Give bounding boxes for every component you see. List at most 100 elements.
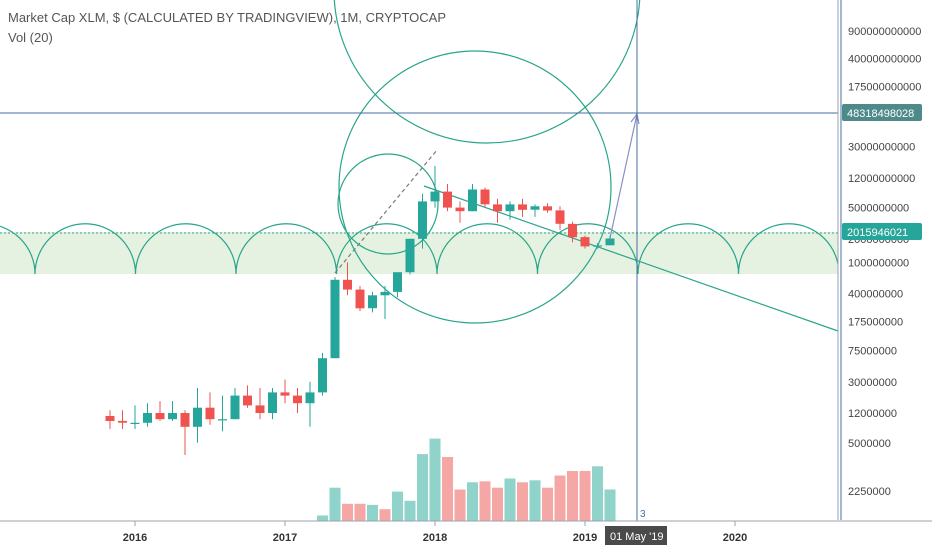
price-badge-upper-bg	[842, 104, 922, 121]
candle-body	[268, 392, 277, 413]
candle-body	[343, 279, 352, 290]
price-badge-lower-bg	[842, 223, 922, 240]
y-tick-label: 175000000000	[848, 82, 921, 94]
price-badge-lower-text: 2015946021	[847, 227, 908, 239]
y-tick-label: 400000000000	[848, 53, 921, 65]
volume-bars	[317, 438, 616, 521]
crosshair-index-label: 3	[640, 509, 646, 520]
volume-bar	[429, 438, 441, 521]
candle-body	[530, 206, 540, 210]
x-tick-label: 2018	[423, 532, 447, 544]
candle-body	[468, 189, 477, 212]
price-badge-upper: 48318498028	[842, 104, 922, 121]
crosshair-date-badge-bg	[605, 526, 667, 545]
candle-body	[330, 279, 340, 359]
candle-body	[368, 295, 377, 309]
volume-bar	[467, 482, 478, 521]
candle-body	[280, 392, 290, 396]
candle-body	[230, 395, 240, 420]
candle-body	[193, 407, 202, 427]
drawing-tools[interactable]	[333, 0, 839, 332]
candle-body	[168, 413, 177, 420]
candle-body	[593, 245, 602, 247]
volume-bar	[542, 487, 553, 521]
projection-arrow[interactable]	[609, 113, 638, 239]
volume-bar	[417, 454, 428, 521]
dashed-trend-line[interactable]	[334, 149, 438, 274]
time-axis[interactable]: 2016 2017 2018 2019 2020 01 May '19	[0, 520, 932, 545]
y-tick-label: 12000000000	[848, 173, 915, 185]
candle-body	[568, 223, 577, 238]
x-tick-label: 2016	[123, 532, 147, 544]
y-tick-label: 900000000000	[848, 26, 921, 38]
chart-legend: Market Cap XLM, $ (CALCULATED BY TRADING…	[8, 9, 446, 49]
candle-body	[380, 291, 390, 296]
volume-bar	[529, 480, 541, 521]
candle-body	[505, 204, 515, 212]
candlestick-series	[105, 165, 615, 455]
candle-body	[493, 204, 502, 212]
chart-legend-volume[interactable]: Vol (20)	[8, 30, 53, 45]
candle-body	[543, 206, 552, 211]
volume-bar	[567, 471, 578, 521]
candle-body	[480, 189, 490, 205]
x-tick-label: 2020	[723, 532, 747, 544]
y-tick-label: 175000000	[848, 317, 903, 329]
candle-body	[293, 395, 302, 404]
crosshair: 3	[0, 0, 842, 521]
price-axis[interactable]: 900000000000 400000000000 175000000000 7500…	[837, 0, 932, 520]
circle-medium[interactable]	[338, 50, 612, 324]
volume-bar	[517, 482, 528, 521]
y-tick-label: 12000000	[848, 408, 897, 420]
volume-bar	[367, 504, 378, 521]
candle-body	[605, 238, 615, 246]
candle-body	[143, 413, 152, 423]
volume-bar	[492, 487, 503, 521]
volume-bar	[329, 487, 341, 521]
volume-bar	[504, 478, 516, 521]
candle-body	[305, 392, 315, 404]
circle-large[interactable]	[333, 0, 641, 144]
price-badge-upper-text: 48318498028	[847, 108, 914, 120]
chart-legend-title[interactable]: Market Cap XLM, $ (CALCULATED BY TRADING…	[8, 10, 447, 25]
candle-body	[243, 395, 252, 406]
y-tick-label: 75000000	[848, 346, 897, 358]
volume-bar	[479, 481, 491, 521]
candle-body	[393, 272, 402, 292]
candle-body	[180, 413, 190, 427]
candle-body	[518, 204, 527, 210]
x-tick-label: 2019	[573, 532, 597, 544]
x-tick-label: 2017	[273, 532, 297, 544]
candle-body	[430, 191, 440, 202]
candle-body	[443, 191, 452, 208]
volume-bar	[592, 466, 603, 521]
candle-body	[555, 210, 565, 224]
volume-bar	[379, 509, 391, 521]
volume-bar	[454, 489, 466, 521]
volume-bar	[342, 503, 353, 521]
y-tick-label: 5000000	[848, 438, 891, 450]
price-axis-background	[838, 0, 932, 520]
candle-body	[580, 237, 590, 247]
volume-bar	[554, 475, 566, 521]
volume-bar	[317, 515, 328, 521]
candle-body	[205, 407, 215, 420]
candle-body	[105, 416, 115, 421]
arc-zone-band	[0, 223, 840, 275]
y-tick-label: 5000000000	[848, 203, 909, 215]
candle-body	[318, 358, 327, 393]
candle-body	[355, 289, 365, 309]
candle-body	[218, 419, 227, 421]
price-badge-lower: 2015946021	[842, 223, 922, 240]
volume-bar	[442, 457, 453, 521]
y-tick-label: 2250000	[848, 486, 891, 498]
circle-small[interactable]	[337, 153, 439, 255]
volume-bar	[604, 489, 616, 521]
y-tick-label: 30000000000	[848, 142, 915, 154]
candle-body	[405, 238, 415, 273]
volume-bar	[404, 500, 416, 521]
y-tick-label: 1000000000	[848, 257, 909, 269]
crosshair-date-badge: 01 May '19	[605, 526, 667, 545]
volume-bar	[579, 471, 591, 521]
